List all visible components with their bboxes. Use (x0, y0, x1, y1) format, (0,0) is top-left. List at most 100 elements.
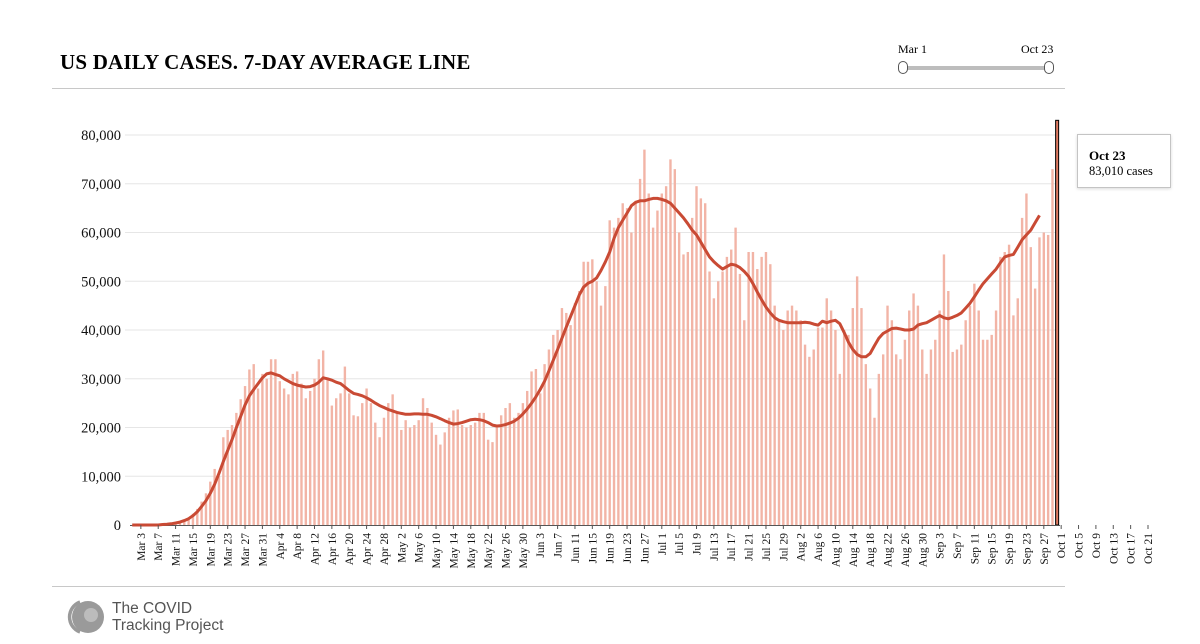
tooltip-value: 83,010 cases (1089, 164, 1153, 178)
bar (326, 378, 329, 525)
bar (374, 422, 377, 525)
bar (999, 256, 1002, 525)
x-tick-label: Oct 17 (1126, 533, 1138, 564)
bar (756, 269, 759, 525)
bar (317, 359, 321, 525)
bar (751, 252, 755, 525)
bar (912, 293, 915, 525)
bar (456, 409, 459, 525)
x-tick-label: Jul 29 (778, 533, 790, 561)
hover-tooltip: Oct 23 83,010 cases (1077, 134, 1171, 188)
x-tick-label: May 22 (483, 533, 495, 569)
bar (295, 371, 299, 525)
bar (578, 291, 581, 525)
bar (769, 264, 772, 525)
bar (469, 425, 472, 525)
y-tick-label: 0 (114, 518, 121, 534)
slider-start-handle[interactable] (898, 61, 908, 74)
x-tick-label: May 26 (501, 533, 513, 569)
bar (313, 378, 316, 525)
bar (560, 308, 564, 525)
bar (434, 434, 438, 525)
bar (890, 320, 894, 525)
bar (921, 349, 924, 525)
bar (868, 388, 872, 525)
bar (591, 259, 594, 525)
bar (595, 281, 598, 525)
bar (343, 366, 347, 525)
x-tick-label: Mar 19 (205, 533, 217, 567)
bar (612, 227, 616, 525)
bar (786, 310, 789, 525)
bar (226, 429, 229, 525)
bar (1003, 252, 1006, 525)
x-tick-label: Apr 24 (362, 533, 374, 566)
bar (630, 232, 633, 525)
cases-chart[interactable]: 0 10,000 20,000 30,000 40,000 50,000 60,000 70,… (0, 0, 1200, 590)
bar (777, 320, 781, 525)
bar (330, 405, 334, 525)
bar (838, 373, 841, 525)
bar (738, 273, 742, 525)
x-tick-label: Mar 15 (188, 533, 200, 567)
bar (426, 408, 429, 525)
bar (704, 203, 707, 525)
bar (486, 439, 490, 525)
x-tick-label: Aug 22 (883, 533, 895, 567)
bar (209, 481, 212, 525)
bar (721, 271, 724, 525)
bar (834, 330, 837, 525)
bar (308, 390, 312, 525)
bar (942, 254, 946, 525)
covid-tracking-wordmark[interactable]: The COVID Tracking Project (112, 600, 223, 634)
bar (925, 373, 928, 525)
bar (252, 364, 255, 525)
bar (643, 149, 646, 525)
x-tick-label: Mar 11 (171, 533, 183, 566)
slider-end-handle[interactable] (1044, 61, 1054, 74)
bar (730, 249, 733, 525)
x-tick-label: Jul 13 (709, 533, 721, 561)
bar (1012, 315, 1015, 525)
x-tick-label: Jun 15 (587, 533, 599, 564)
bar (881, 354, 885, 525)
bar (669, 159, 672, 525)
bar (960, 344, 963, 525)
bar (677, 232, 681, 525)
bar (230, 425, 234, 525)
bar (634, 200, 637, 525)
bar (339, 393, 342, 525)
bar (452, 410, 455, 525)
bar (1020, 217, 1024, 525)
bar (421, 398, 425, 525)
bar (547, 349, 551, 525)
slider-start-label: Mar 1 (898, 42, 927, 56)
bar (955, 349, 959, 525)
tooltip-date: Oct 23 (1089, 148, 1126, 163)
bar (821, 327, 824, 525)
bar (200, 501, 203, 525)
bar (356, 416, 360, 525)
bar (556, 330, 559, 525)
bar (482, 412, 485, 525)
bar (625, 208, 629, 525)
bar (191, 513, 195, 525)
x-tick-label: May 18 (466, 533, 478, 569)
bar (873, 417, 876, 525)
bar (378, 437, 381, 525)
x-tick-label: Apr 16 (327, 533, 339, 566)
slider-track[interactable] (902, 66, 1052, 70)
bar (964, 320, 967, 525)
x-tick-label: Apr 4 (275, 533, 287, 560)
bar (447, 417, 451, 525)
bar (261, 373, 264, 525)
x-tick-label: Jul 1 (657, 533, 669, 555)
bar (712, 298, 716, 525)
x-tick-label: Aug 26 (900, 533, 912, 567)
bar (803, 344, 807, 525)
bar (673, 169, 677, 525)
bar (973, 283, 976, 525)
x-tick-label: Jul 21 (744, 533, 756, 561)
bar (656, 210, 659, 525)
bar (256, 388, 260, 525)
